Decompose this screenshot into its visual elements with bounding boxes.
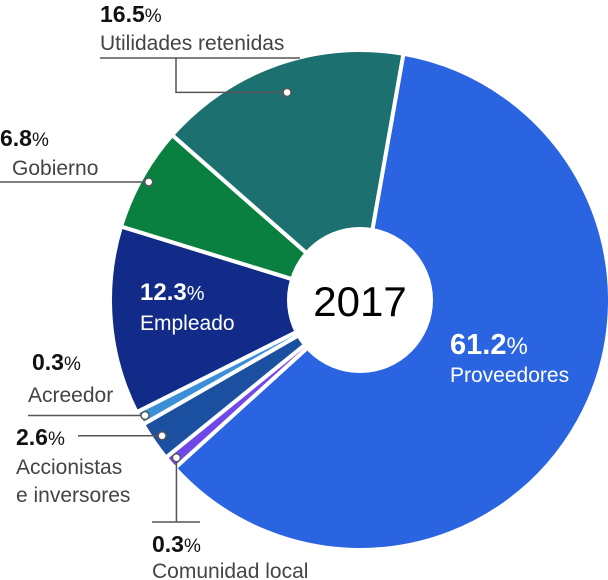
- leader-dot: [282, 87, 292, 98]
- leader-line: [152, 457, 200, 523]
- name-label-proveedores: Proveedores: [450, 364, 569, 387]
- name-label-comunidad-local: Comunidad local: [152, 560, 308, 580]
- leader-dot: [140, 410, 150, 421]
- name-label-utilidades-retenidas: Utilidades retenidas: [100, 32, 284, 55]
- labels-group: 61.2% Proveedores 12.3% Empleado 0.3% Comunid…: [0, 1, 569, 580]
- pct-label-proveedores: 61.2%: [450, 329, 528, 361]
- leader-lines-group: [0, 57, 300, 523]
- pct-label-gobierno: 6.8%: [0, 125, 49, 151]
- pct-label-utilidades-retenidas: 16.5%: [100, 1, 162, 27]
- pct-label-accionistas: 2.6%: [16, 424, 65, 450]
- pct-label-acreedor: 0.3%: [32, 349, 81, 375]
- name-label-acreedor: Acreedor: [28, 384, 113, 407]
- name-label-gobierno: Gobierno: [12, 157, 98, 180]
- center-year-label: 2017: [313, 278, 406, 325]
- leader-dot: [171, 452, 182, 463]
- name-label-empleado: Empleado: [140, 312, 235, 335]
- pct-label-comunidad-local: 0.3%: [152, 531, 201, 557]
- pct-label-empleado: 12.3%: [140, 279, 205, 306]
- slice-empleado: [108, 224, 362, 415]
- donut-hole: [287, 227, 433, 373]
- leader-dot: [157, 431, 167, 441]
- name-label-accionistas: Accionistas e inversores: [16, 456, 130, 507]
- leader-line: [100, 57, 300, 94]
- leader-dot: [143, 177, 154, 187]
